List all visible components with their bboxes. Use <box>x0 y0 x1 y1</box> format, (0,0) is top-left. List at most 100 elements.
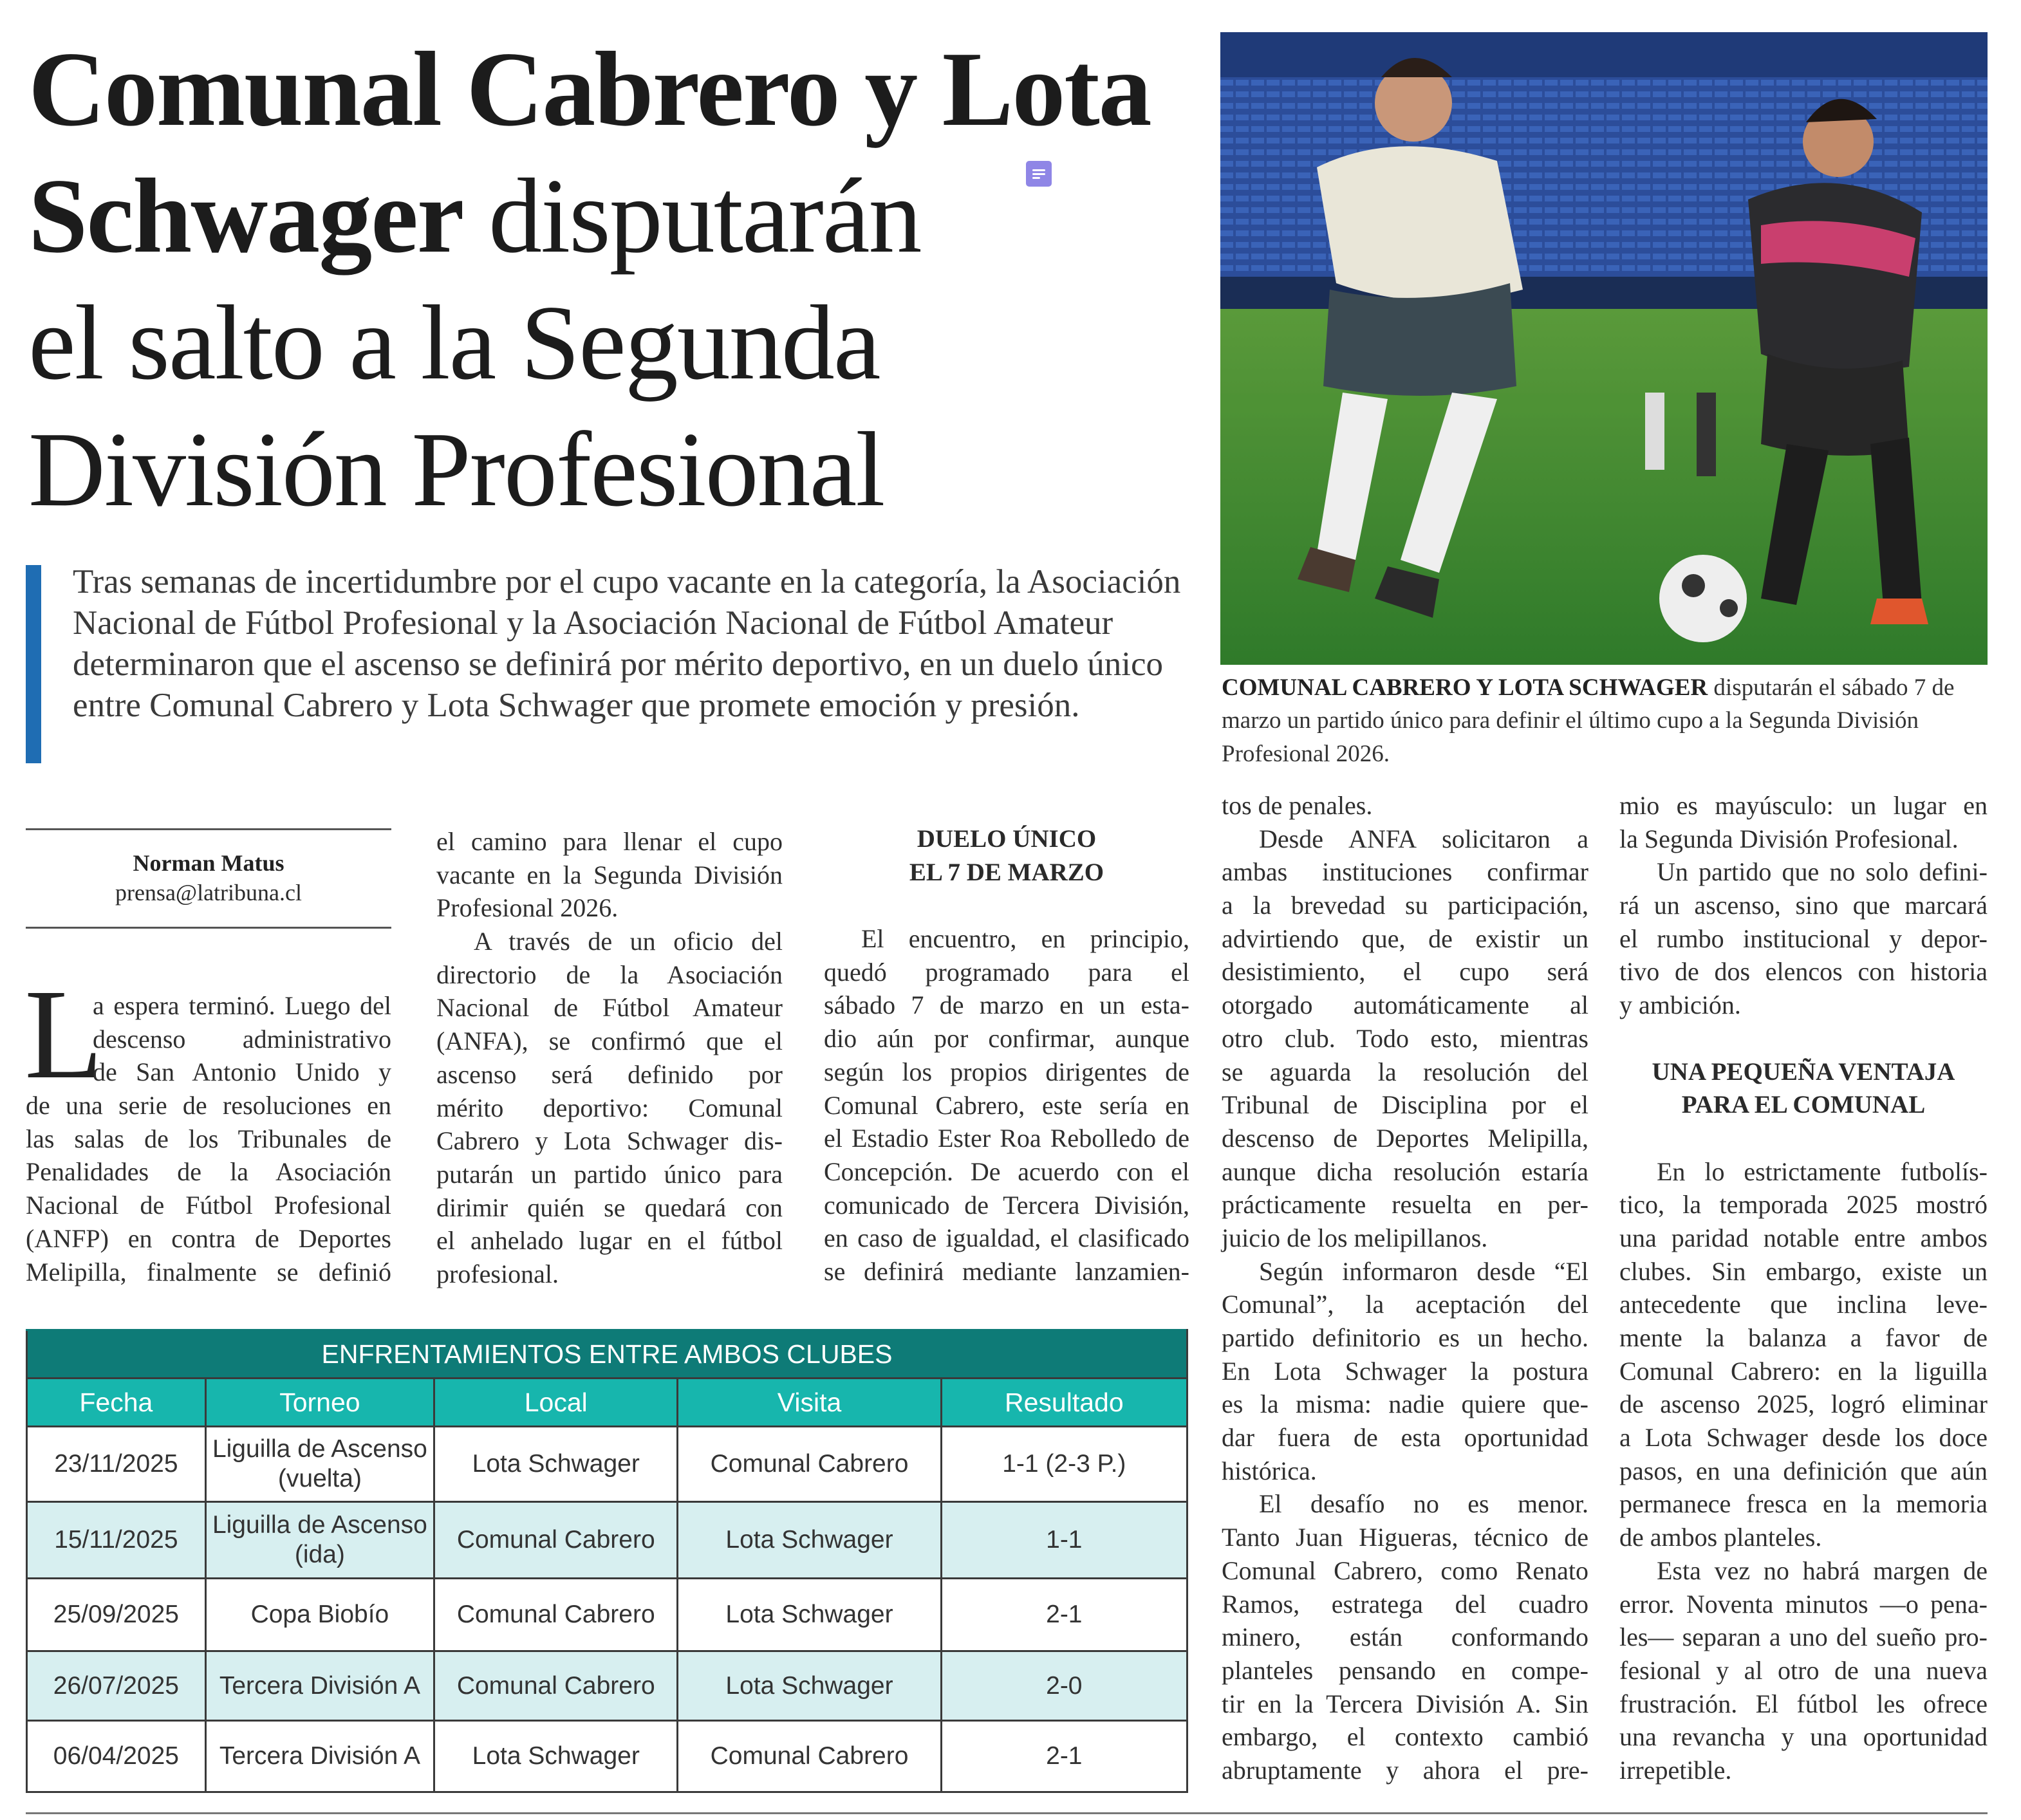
article-column-4: tos de penales. Desde ANFA solicitaron a a… <box>1222 789 1588 1787</box>
text-line: ascenso será definido por <box>436 1059 783 1089</box>
text-line: profesional. <box>436 1259 559 1288</box>
paragraph: A través de un oficio del directorio de l… <box>436 925 783 1291</box>
text-line: a Lota Schwager desde los doce <box>1619 1423 1988 1453</box>
text-line: en caso de igualdad, el clasificado <box>824 1223 1189 1253</box>
section-heading-line: PARA EL COMUNAL <box>1681 1091 1926 1119</box>
table-cell: Liguilla de Ascenso (vuelta) <box>204 1425 436 1503</box>
table-cell: Lota Schwager <box>676 1577 942 1652</box>
text-line: (ANFA), se confirmó que el <box>436 1026 783 1056</box>
section-heading: UNA PEQUEÑA VENTAJA PARA EL COMUNAL <box>1619 1055 1988 1122</box>
text-line: Según informaron desde “El <box>1259 1256 1588 1286</box>
caption-bold: COMUNAL CABRERO Y LOTA SCHWAGER <box>1222 674 1708 701</box>
table-cell: 1-1 (2-3 P.) <box>940 1425 1189 1503</box>
bottom-rule <box>26 1812 1988 1814</box>
photo-caption: COMUNAL CABRERO Y LOTA SCHWAGER disputar… <box>1222 671 1989 770</box>
article-column-5: mio es mayúsculo: un lugar en la Segunda … <box>1619 789 1988 1787</box>
table-cell: 25/09/2025 <box>26 1577 207 1652</box>
text-line: juicio de los melipillanos. <box>1222 1223 1488 1252</box>
paragraph: a espera terminó. Luego del descenso admi… <box>26 989 391 1288</box>
text-line: a espera terminó. Luego del <box>93 991 391 1020</box>
table-cell: 2-0 <box>940 1650 1189 1722</box>
table-row: 25/09/2025 Copa Biobío Comunal Cabrero Lota… <box>26 1577 1189 1652</box>
text-line: embargo, el contexto cambió <box>1222 1722 1588 1752</box>
table-cell: 26/07/2025 <box>26 1650 207 1722</box>
text-line: Tribunal de Disciplina por el <box>1222 1090 1588 1120</box>
author-email[interactable]: prensa@latribuna.cl <box>115 880 303 905</box>
text-line: comunicado de Tercera División, <box>824 1190 1189 1220</box>
text-line: histórica. <box>1222 1456 1317 1485</box>
table-row: 15/11/2025 Liguilla de Ascenso (ida) Comun… <box>26 1501 1189 1579</box>
text-line: prácticamente resuelta en per- <box>1222 1190 1588 1220</box>
table-cell: 06/04/2025 <box>26 1720 207 1793</box>
paragraph: tos de penales. <box>1222 789 1588 822</box>
text-line: Penalidades de la Asociación <box>26 1157 391 1187</box>
text-line: mente la balanza a favor de <box>1619 1323 1988 1353</box>
matches-table: ENFRENTAMIENTOS ENTRE AMBOS CLUBES Fecha… <box>26 1329 1189 1793</box>
text-line: de ambos planteles. <box>1619 1523 1822 1552</box>
text-line: clubes. Sin embargo, existe un <box>1619 1256 1988 1286</box>
column-header: Visita <box>676 1377 942 1427</box>
football-match-photo-icon <box>1220 32 1988 665</box>
headline-line: Comunal Cabrero y Lota <box>28 30 1152 148</box>
headline: Comunal Cabrero y Lota Schwager disputar… <box>28 26 1213 533</box>
text-line: dirimir quién se quedará con <box>436 1193 783 1222</box>
column-header: Local <box>433 1377 679 1427</box>
text-line: rá un ascenso, sino que marcará <box>1619 891 1988 920</box>
text-line: El encuentro, en principio, <box>861 924 1189 954</box>
drop-cap: L <box>24 963 104 1106</box>
table-cell: Copa Biobío <box>204 1577 436 1652</box>
text-line: directorio de la Asociación <box>436 960 783 989</box>
text-line: descenso de Deportes Melipilla, <box>1222 1123 1588 1153</box>
headline-bold: Schwager <box>28 156 465 275</box>
text-line: Concepción. De acuerdo con el <box>824 1156 1189 1186</box>
column-header: Torneo <box>204 1377 436 1427</box>
text-line: ambas instituciones confirmar <box>1222 857 1588 887</box>
text-line: se definirá mediante lanzamien- <box>824 1256 1189 1286</box>
section-heading-line: EL 7 DE MARZO <box>909 858 1104 886</box>
article-column-2: el camino para llenar el cupo vacante en … <box>436 825 783 1291</box>
paragraph: Un partido que no solo defini-rá un asce… <box>1619 855 1988 1021</box>
table-cell: 2-1 <box>940 1720 1189 1793</box>
table-cell: Lota Schwager <box>433 1425 679 1503</box>
text-line: El desafío no es menor. <box>1259 1489 1588 1519</box>
text-line: mérito deportivo: Comunal <box>436 1093 783 1122</box>
text-line: de una serie de resoluciones en <box>26 1091 391 1120</box>
text-line: Comunal”, la aceptación del <box>1222 1290 1588 1319</box>
text-line: una revancha y una oportunidad <box>1619 1722 1988 1752</box>
text-line: de ascenso 2025, logró eliminar <box>1619 1389 1988 1419</box>
paragraph: Esta vez no habrá margen de error. Novent… <box>1619 1554 1988 1787</box>
text-line: En Lota Schwager la postura <box>1222 1356 1588 1386</box>
text-line: mio es mayúsculo: un lugar en <box>1619 791 1988 820</box>
paragraph: Según informaron desde “El Comunal”, la a… <box>1222 1255 1588 1488</box>
text-line: A través de un oficio del <box>474 927 783 956</box>
paragraph: El encuentro, en principio, quedó program… <box>824 922 1189 1288</box>
author-name: Norman Matus <box>133 850 284 876</box>
byline-bottom-rule <box>26 927 391 929</box>
text-line: a la brevedad su participación, <box>1222 891 1588 920</box>
text-line: el rumbo institucional y depor- <box>1619 924 1988 953</box>
text-line: el camino para llenar el cupo <box>436 827 783 856</box>
table-cell: Lota Schwager <box>676 1501 942 1579</box>
text-line: antecedente que inclina leve- <box>1619 1290 1988 1319</box>
text-line: Ramos, estratega del cuadro <box>1222 1589 1588 1619</box>
table-cell: Tercera División A <box>204 1650 436 1722</box>
text-line: descenso administrativo <box>93 1024 391 1054</box>
headline-line: División Profesional <box>28 410 885 528</box>
text-line: Melipilla, finalmente se definió <box>26 1257 391 1286</box>
table-cell: Comunal Cabrero <box>433 1650 679 1722</box>
match-photo <box>1220 32 1988 665</box>
text-line: Cabrero y Lota Schwager dis- <box>436 1126 783 1156</box>
article-column-3: DUELO ÚNICO EL 7 DE MARZO El encuentro, en… <box>824 822 1189 1288</box>
table-cell: 2-1 <box>940 1577 1189 1652</box>
headline-line: el salto a la Segunda <box>28 283 880 402</box>
section-heading-line: UNA PEQUEÑA VENTAJA <box>1652 1057 1955 1086</box>
table-cell: Lota Schwager <box>433 1720 679 1793</box>
table-cell: Comunal Cabrero <box>433 1501 679 1579</box>
lead-paragraph: Tras semanas de incertidumbre por el cup… <box>73 563 1181 724</box>
table-cell: Comunal Cabrero <box>676 1425 942 1503</box>
lead-accent-bar <box>26 565 41 763</box>
text-line: (ANFP) en contra de Deportes <box>26 1223 391 1253</box>
comment-note-icon[interactable] <box>1026 161 1052 187</box>
column-header: Fecha <box>26 1377 207 1427</box>
table-row: 23/11/2025 Liguilla de Ascenso (vuelta) Lo… <box>26 1425 1189 1503</box>
